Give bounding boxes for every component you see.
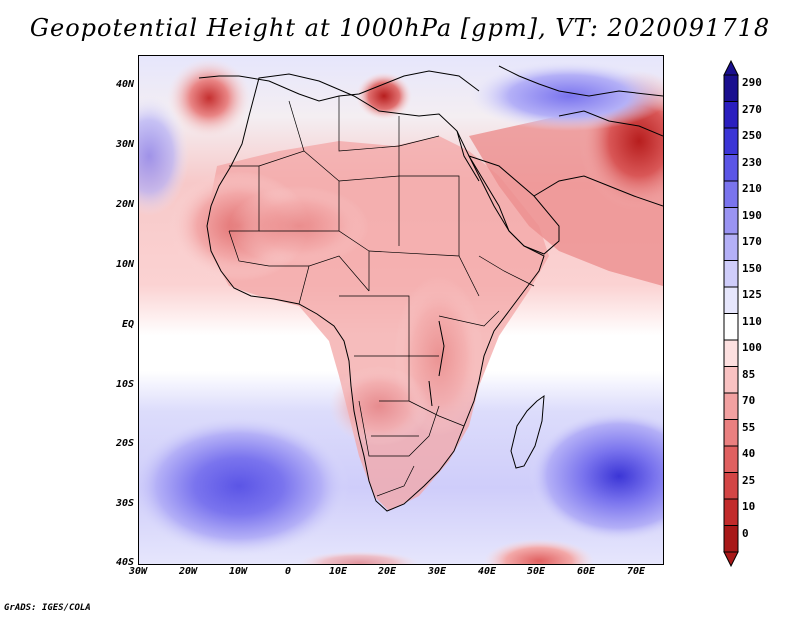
lat-label-40s: 40S [115, 557, 134, 568]
colorbar-cell [723, 313, 739, 341]
colorbar-cell [723, 127, 739, 155]
colorbar-level-label: 100 [742, 341, 762, 354]
colorbar-cell [723, 154, 739, 182]
lon-label-60e: 60E [576, 566, 596, 577]
lat-label-10n: 10N [115, 259, 134, 270]
map-panel [138, 55, 664, 565]
colorbar-level-label: 125 [742, 288, 762, 301]
colorbar-level-label: 0 [742, 526, 749, 540]
colorbar-level-label: 85 [742, 367, 756, 381]
lon-label-70e: 70E [626, 566, 646, 577]
colorbar-level-label: 110 [742, 314, 762, 328]
sahara-warm-cell-2 [229, 186, 369, 266]
coastlines [198, 65, 663, 512]
colorbar-level-label: 70 [742, 394, 756, 407]
colorbar-level-label: 270 [742, 102, 762, 116]
colorbar-cell [723, 419, 739, 447]
colorbar-bottom-arrow [723, 551, 739, 568]
colorbar-level-label: 230 [742, 155, 762, 169]
colorbar-cell [723, 260, 739, 288]
lon-label-10e: 10E [328, 566, 348, 577]
colorbar-cell [723, 392, 739, 420]
colorbar-level-label: 10 [742, 500, 756, 513]
grads-credit: GrADS: IGES/COLA [4, 603, 91, 613]
colorbar-cell [723, 286, 739, 314]
south-atlantic-high [139, 416, 349, 556]
indian-ocean-high [529, 411, 663, 541]
map-canvas [139, 56, 663, 564]
greece-warm-cell [356, 72, 412, 120]
south-warm-cell [484, 539, 594, 564]
colorbar-level-label: 25 [742, 473, 756, 487]
lat-label-30n: 30N [115, 139, 134, 150]
colorbar-level-label: 40 [742, 447, 756, 460]
lon-label-50e: 50E [526, 566, 546, 577]
eurasia-cool-band [469, 61, 663, 131]
colorbar-level-label: 190 [742, 208, 762, 222]
colorbar-level-label: 55 [742, 420, 756, 434]
kalahari-warm-cell [329, 366, 429, 446]
colorbar-level-label: 170 [742, 235, 762, 248]
lat-label-10s: 10S [115, 379, 134, 390]
lat-label-eq: EQ [121, 319, 134, 330]
colorbar-cell [723, 180, 739, 208]
lon-label-40e: 40E [477, 566, 497, 577]
lon-label-20w: 20W [178, 566, 198, 577]
lon-label-20e: 20E [377, 566, 397, 577]
lon-label-30e: 30E [427, 566, 447, 577]
colorbar-cell [723, 498, 739, 526]
lat-label-30s: 30S [115, 498, 134, 509]
colorbar-cell [723, 74, 739, 102]
colorbar-cell [723, 207, 739, 235]
colorbar-level-label: 290 [742, 76, 762, 89]
lon-label-10w: 10W [228, 566, 248, 577]
colorbar-cell [723, 101, 739, 129]
south-warm-cell-2 [299, 551, 419, 564]
atlantic-cool-cell [139, 96, 189, 216]
colorbar-cell [723, 525, 739, 553]
lon-label-0: 0 [284, 566, 292, 577]
map-title: Geopotential Height at 1000hPa [gpm], VT… [29, 14, 771, 42]
lat-label-20n: 20N [115, 199, 134, 210]
colorbar-cell [723, 339, 739, 367]
colorbar-cell [723, 472, 739, 500]
colorbar-level-label: 210 [742, 182, 762, 195]
colorbar-cell [723, 366, 739, 394]
colorbar-cell [723, 445, 739, 473]
country-borders [228, 96, 535, 497]
colorbar-level-label: 150 [742, 261, 762, 275]
azores-high-warm [167, 58, 251, 138]
colorbar-top-arrow [723, 59, 739, 76]
colorbar-level-label: 250 [742, 129, 762, 142]
lon-label-30w: 30W [128, 566, 148, 577]
lat-label-40n: 40N [115, 79, 134, 90]
lat-label-20s: 20S [115, 438, 134, 449]
colorbar-cell [723, 233, 739, 261]
